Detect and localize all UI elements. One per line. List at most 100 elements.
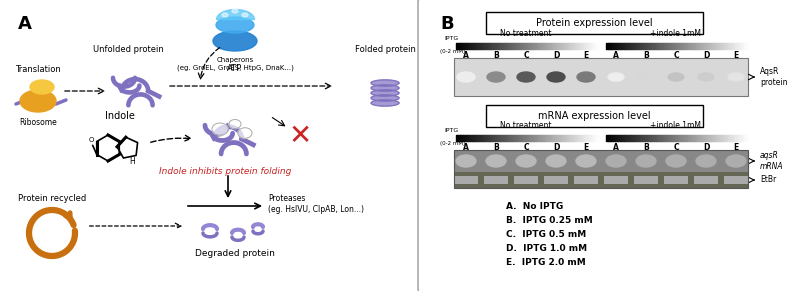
Ellipse shape [547,72,565,82]
Ellipse shape [486,155,506,167]
Text: Indole inhibits protein folding: Indole inhibits protein folding [159,167,291,176]
Ellipse shape [728,73,744,81]
FancyBboxPatch shape [486,105,703,127]
Ellipse shape [222,13,228,17]
Ellipse shape [668,73,684,81]
Text: IPTG: IPTG [444,36,458,41]
Text: EtBr: EtBr [760,175,776,184]
Text: C.  IPTG 0.5 mM: C. IPTG 0.5 mM [506,230,586,239]
Text: ✕: ✕ [289,122,312,150]
Text: A: A [18,15,32,33]
Text: C: C [523,51,529,60]
Text: C: C [523,143,529,152]
Text: O: O [89,136,95,143]
Ellipse shape [456,155,476,167]
Ellipse shape [608,73,624,81]
Text: A: A [613,51,619,60]
Ellipse shape [577,72,595,82]
Text: A.  No IPTG: A. No IPTG [506,202,563,211]
Text: C: C [673,143,679,152]
Text: Proteases
(eg. HslVU, ClpAB, Lon...): Proteases (eg. HslVU, ClpAB, Lon...) [268,194,364,214]
Bar [454,150,748,172]
Text: B: B [643,51,649,60]
Bar [604,176,628,184]
Text: Protein recycled: Protein recycled [17,194,86,203]
Text: (0-2 mM): (0-2 mM) [440,141,465,146]
Text: H: H [129,157,135,166]
Ellipse shape [638,73,654,81]
Text: D: D [703,51,709,60]
Text: ATP: ATP [227,64,242,73]
Ellipse shape [606,155,626,167]
Ellipse shape [546,155,566,167]
Ellipse shape [238,128,252,138]
Text: IPTG: IPTG [444,128,458,133]
Ellipse shape [666,155,686,167]
Text: mRNA expression level: mRNA expression level [537,111,650,121]
Ellipse shape [232,9,238,13]
Text: D: D [553,143,559,152]
Text: D: D [553,51,559,60]
Text: B: B [493,143,499,152]
Text: C: C [673,51,679,60]
Ellipse shape [212,123,228,135]
Text: No treatment: No treatment [500,121,552,130]
Text: Folded protein: Folded protein [355,45,416,54]
Ellipse shape [213,31,257,51]
Text: E: E [733,51,739,60]
Polygon shape [371,95,399,101]
Ellipse shape [576,155,596,167]
Text: B.  IPTG 0.25 mM: B. IPTG 0.25 mM [506,216,593,225]
Ellipse shape [216,17,254,33]
Bar [454,150,748,188]
Polygon shape [371,85,399,91]
Text: Ribosome: Ribosome [19,118,57,127]
Bar [694,176,718,184]
Ellipse shape [517,72,535,82]
Ellipse shape [636,155,656,167]
Ellipse shape [726,155,746,167]
Text: A: A [463,143,469,152]
Bar [664,176,688,184]
Text: Unfolded protein: Unfolded protein [93,45,164,54]
Bar [454,176,478,184]
Text: B: B [440,15,454,33]
FancyBboxPatch shape [486,12,703,34]
Ellipse shape [696,155,716,167]
Ellipse shape [229,120,241,129]
Text: Translation: Translation [15,65,61,74]
Polygon shape [371,100,399,106]
Ellipse shape [242,13,248,17]
Text: (0-2 mM): (0-2 mM) [440,49,465,54]
Ellipse shape [20,90,56,112]
Text: Degraded protein: Degraded protein [195,249,275,258]
Text: +indole 1mM: +indole 1mM [650,29,701,38]
Bar [514,176,538,184]
Text: Chaperons
(eg. GroEL, GroES, HtpG, DnaK...): Chaperons (eg. GroEL, GroES, HtpG, DnaK.… [176,57,293,71]
Ellipse shape [30,80,54,94]
Ellipse shape [698,73,714,81]
Bar [454,172,748,188]
Polygon shape [371,80,399,86]
FancyBboxPatch shape [418,0,795,291]
Bar [484,176,508,184]
Text: Indole: Indole [105,111,135,121]
Bar [454,58,748,96]
Bar [724,176,748,184]
Bar [544,176,568,184]
Polygon shape [371,90,399,96]
Bar [574,176,598,184]
Text: AqsR
protein: AqsR protein [760,67,788,87]
Ellipse shape [516,155,536,167]
Text: E: E [584,143,588,152]
Text: D.  IPTG 1.0 mM: D. IPTG 1.0 mM [506,244,588,253]
Text: A: A [613,143,619,152]
Bar [634,176,658,184]
Text: Protein expression level: Protein expression level [536,18,653,28]
Text: E: E [733,143,739,152]
Text: aqsR
mRNA: aqsR mRNA [760,151,784,171]
Text: +indole 1mM: +indole 1mM [650,121,701,130]
Text: No treatment: No treatment [500,29,552,38]
Text: A: A [463,51,469,60]
Text: B: B [643,143,649,152]
